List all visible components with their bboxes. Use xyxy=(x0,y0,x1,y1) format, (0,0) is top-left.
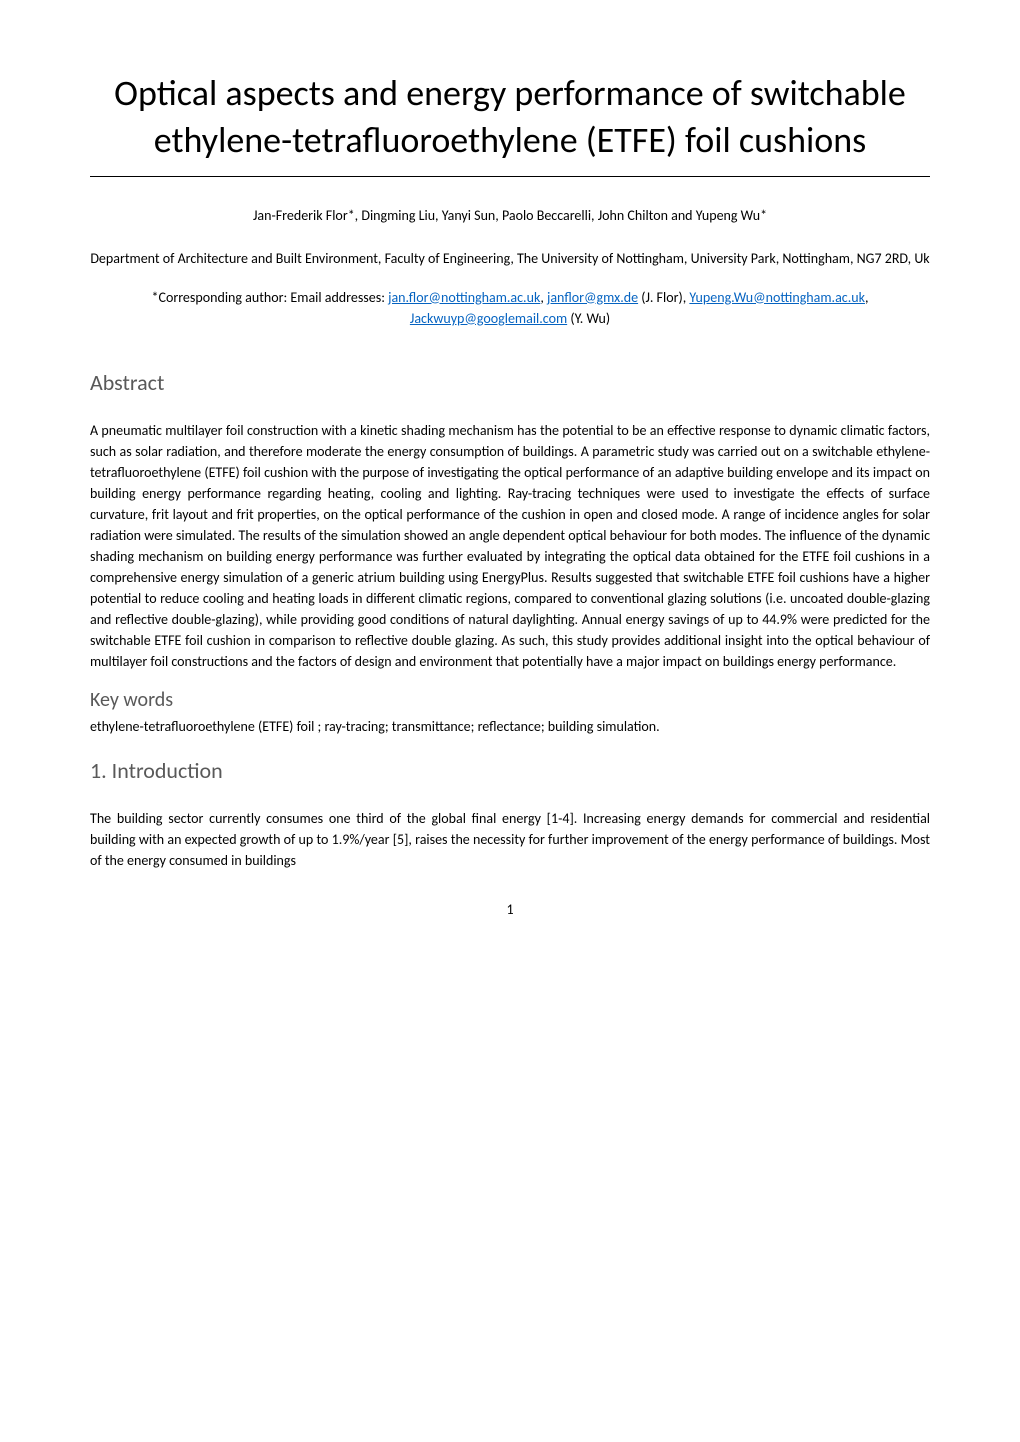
email-link-4[interactable]: Jackwuyp@googlemail.com xyxy=(410,310,567,327)
introduction-body: The building sector currently consumes o… xyxy=(90,808,930,871)
abstract-heading: Abstract xyxy=(90,369,930,396)
introduction-heading: 1. Introduction xyxy=(90,757,930,784)
email-link-2[interactable]: janflor@gmx.de xyxy=(547,289,638,306)
affiliation: Department of Architecture and Built Env… xyxy=(90,248,930,269)
email-link-3[interactable]: Yupeng.Wu@nottingham.ac.uk xyxy=(689,289,865,306)
paper-title: Optical aspects and energy performance o… xyxy=(90,70,930,177)
corresponding-author: *Corresponding author: Email addresses: … xyxy=(90,287,930,329)
corresponding-name-1: (J. Flor), xyxy=(638,289,689,306)
corresponding-prefix: *Corresponding author: Email addresses: xyxy=(152,289,389,306)
corresponding-name-2: (Y. Wu) xyxy=(567,310,610,327)
page-number: 1 xyxy=(90,901,930,918)
authors-list: Jan-Frederik Flor*, Dingming Liu, Yanyi … xyxy=(90,207,930,224)
abstract-body: A pneumatic multilayer foil construction… xyxy=(90,420,930,672)
keywords-body: ethylene-tetrafluoroethylene (ETFE) foil… xyxy=(90,716,930,737)
keywords-heading: Key words xyxy=(90,688,930,712)
email-link-1[interactable]: jan.flor@nottingham.ac.uk xyxy=(388,289,540,306)
